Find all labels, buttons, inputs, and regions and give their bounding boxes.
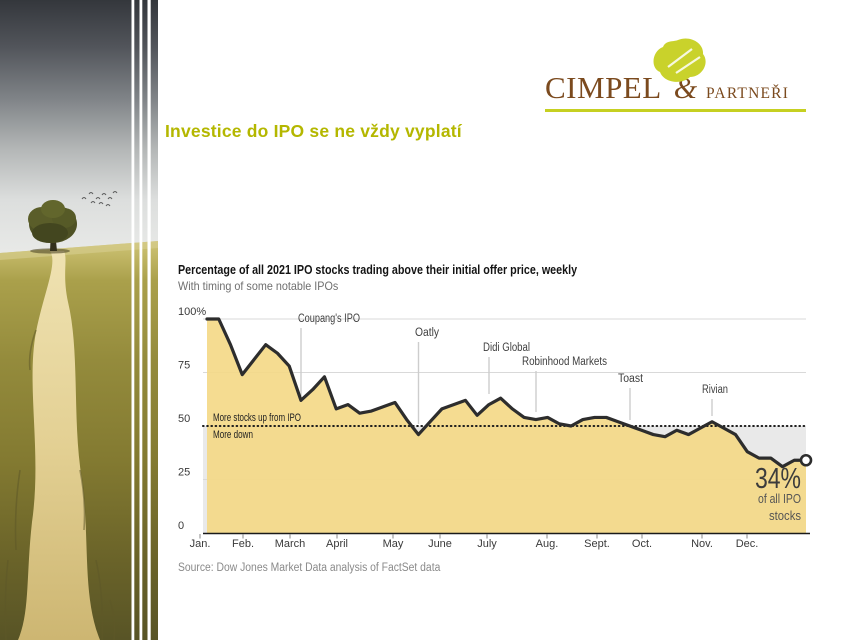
end-caption-line1: of all IPO [758,492,801,506]
zone-label-below: More down [213,429,253,441]
chart-source: Source: Dow Jones Market Data analysis o… [178,562,441,574]
x-axis-month-label: Jan. [190,538,211,550]
company-logo: CIMPEL & PARTNEŘI [545,38,806,112]
x-axis-month-label: April [326,538,348,550]
logo-tree-icon [653,38,706,82]
ipo-annotation-label: Rivian [702,384,728,396]
data-line [205,317,808,469]
y-axis-tick-label: 50 [178,413,190,425]
ipo-annotation-label: Oatly [415,327,439,339]
birds-icon [81,191,118,207]
photo-dirt-path [18,251,100,640]
x-axis-month-label: Feb. [232,538,254,550]
ipo-annotation-label: Robinhood Markets [522,356,607,368]
slide-title: Investice do IPO se ne vždy vyplatí [165,121,462,141]
x-axis-month-label: Dec. [736,538,759,550]
logo-partners-text: PARTNEŘI [706,85,790,102]
end-caption-line2: stocks [769,509,801,523]
x-axis-month-label: June [428,538,452,550]
tree-canopy [28,200,77,243]
x-axis-month-label: Nov. [691,538,713,550]
photo-horizon-glow [0,241,158,260]
ipo-annotation-label: Coupang's IPO [298,313,360,325]
y-axis-tick-label: 100% [178,306,206,318]
ipo-annotation-label: Toast [618,373,644,385]
x-axis-month-label: July [477,538,497,550]
x-axis-month-label: March [275,538,306,550]
y-axis-tick-label: 75 [178,360,190,372]
logo-wordmark: CIMPEL [545,70,662,105]
photo-stripe-accents [131,0,151,640]
x-axis-month-label: Aug. [536,538,559,550]
logo-underline [545,109,806,112]
chart-subtitle: With timing of some notable IPOs [178,279,339,293]
x-axis-month-label: Sept. [584,538,610,550]
chart-title: Percentage of all 2021 IPO stocks tradin… [178,263,578,277]
ipo-annotation-label: Didi Global [483,342,530,354]
y-axis-tick-label: 0 [178,520,184,532]
zone-label-above: More stocks up from IPO [213,412,301,424]
end-value-label: 34% [755,463,801,495]
x-axis-month-label: Oct. [632,538,652,550]
y-axis-tick-label: 25 [178,467,190,479]
landscape-photo [0,0,158,640]
x-axis-month-label: May [383,538,404,550]
end-point-marker [799,453,813,467]
photo-grass-texture [4,329,116,640]
